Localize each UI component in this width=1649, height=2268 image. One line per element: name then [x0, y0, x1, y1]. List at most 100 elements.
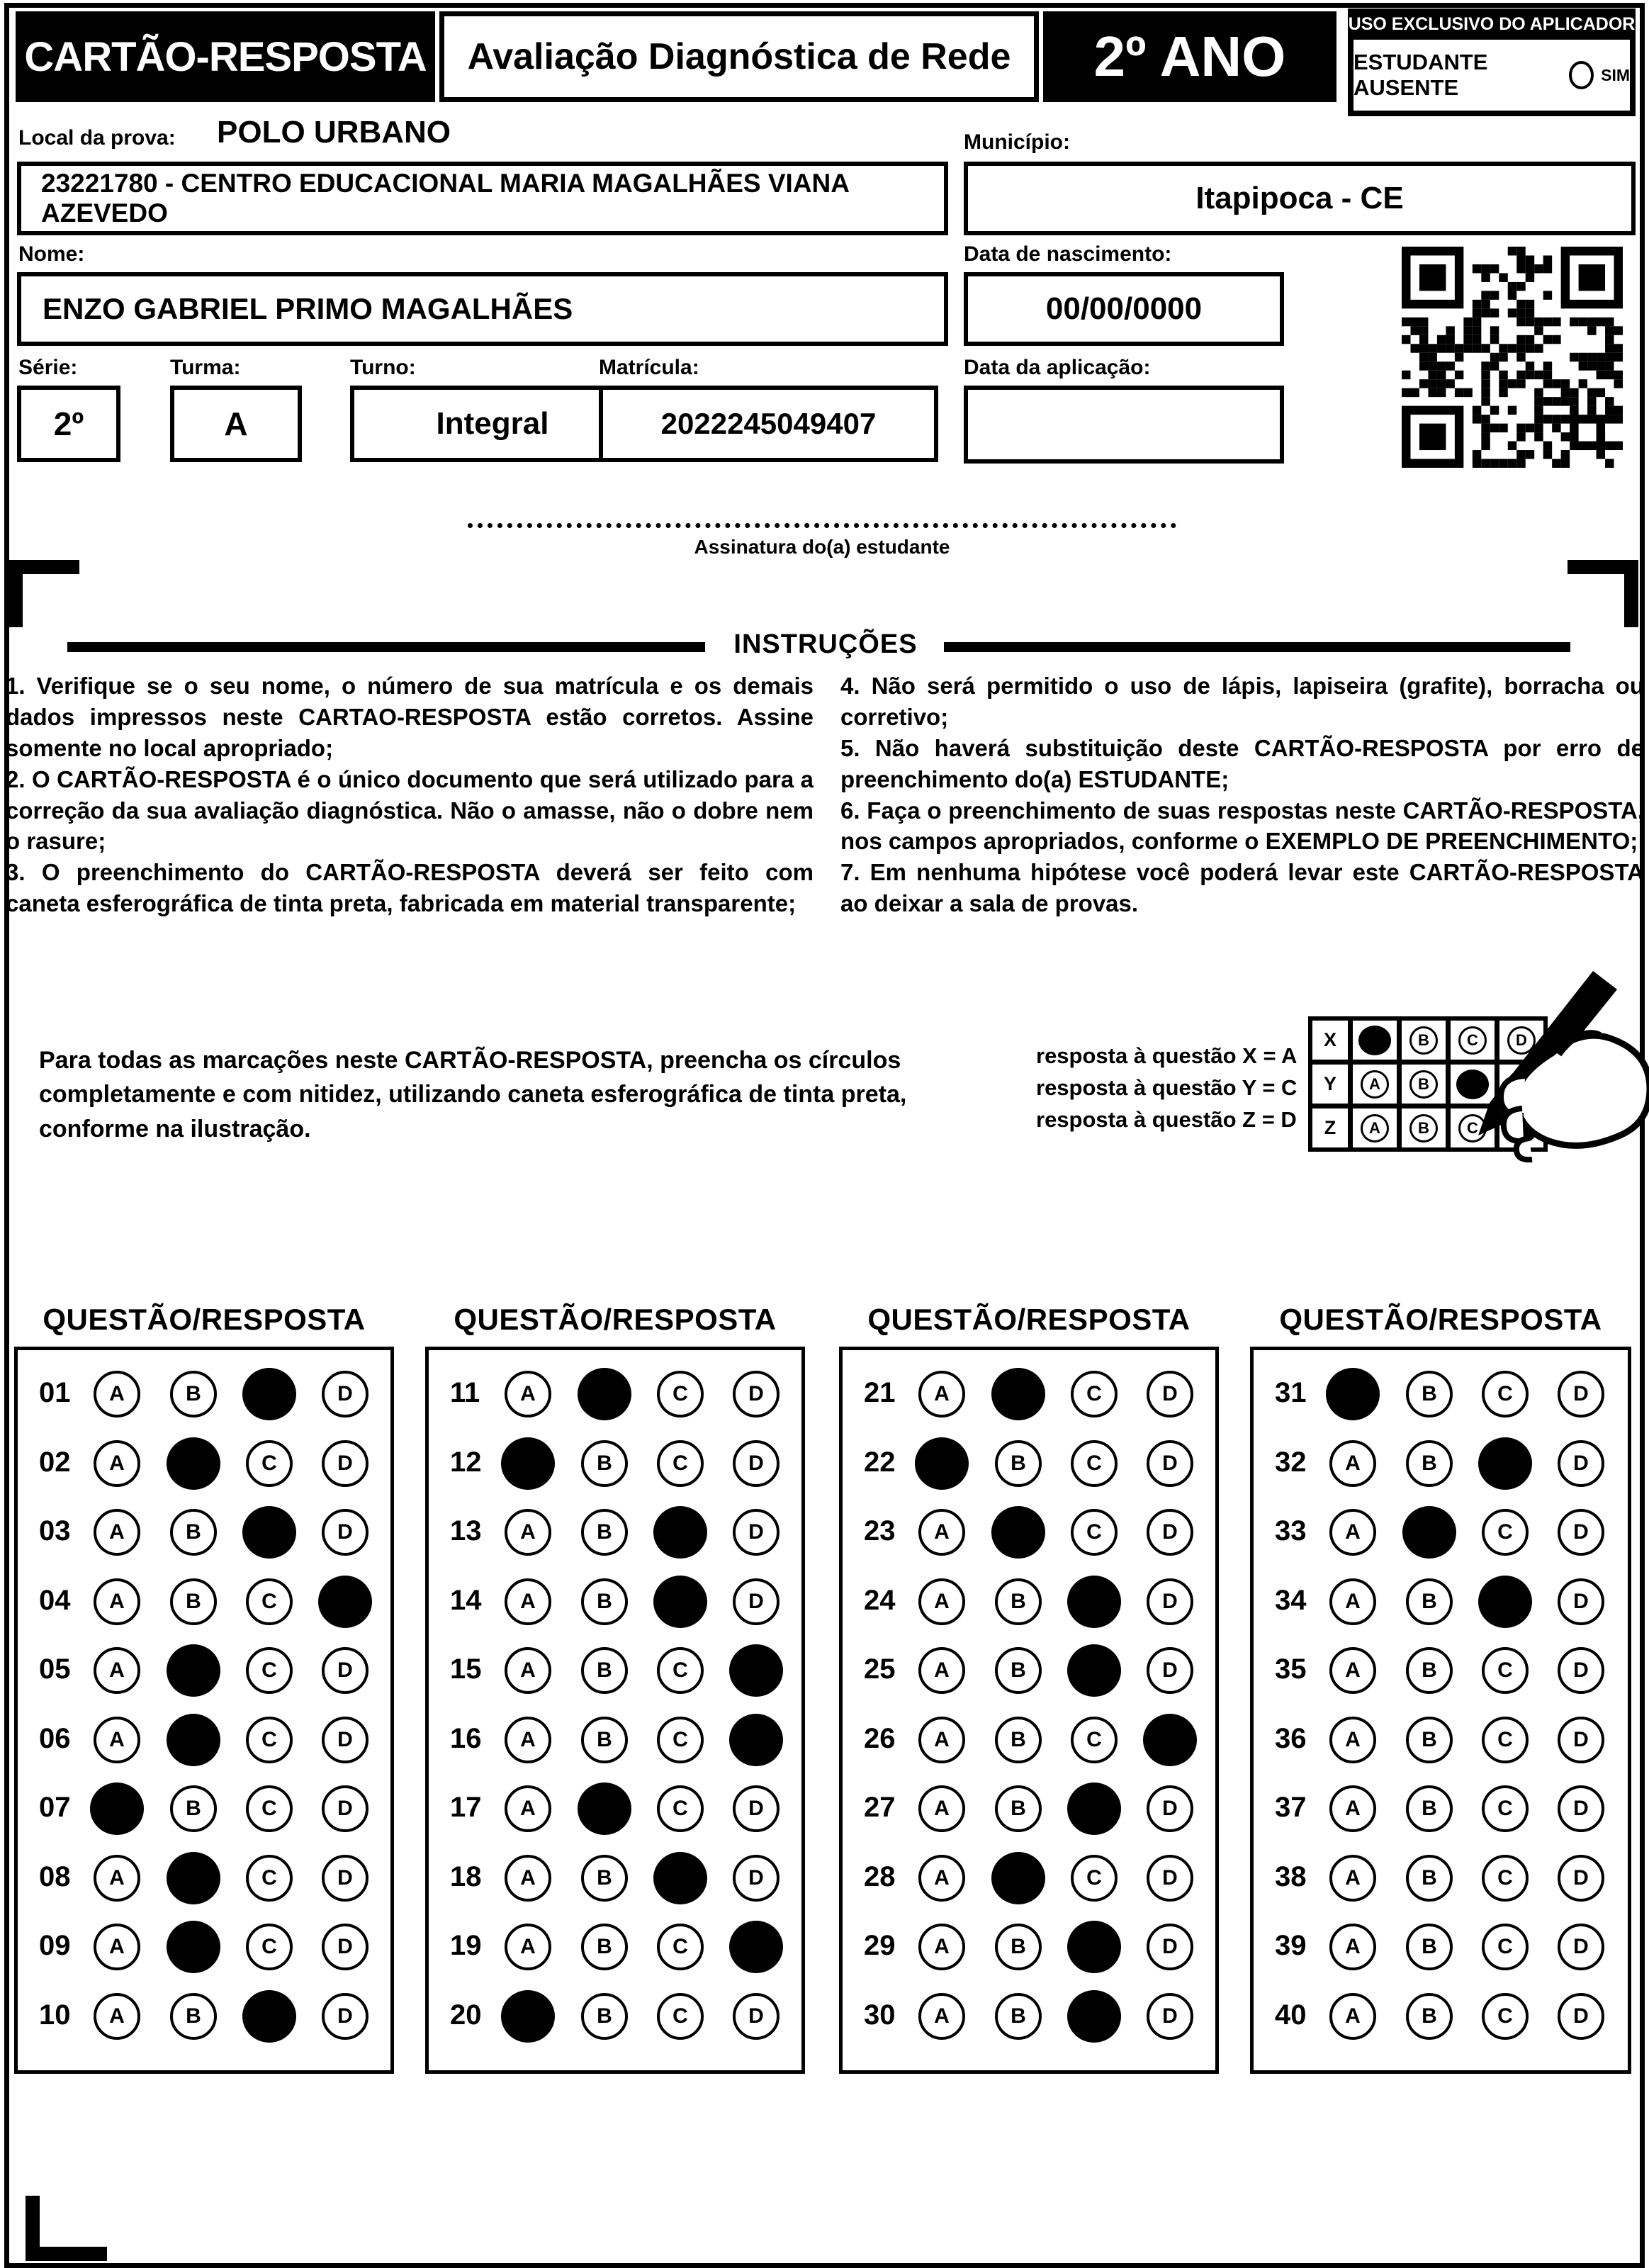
bubble-q20-A-marked — [501, 1989, 555, 2043]
serie-value: 2º — [53, 405, 84, 442]
bubble-q30-B: B — [995, 1992, 1042, 2040]
bubble-q12-D: D — [733, 1439, 780, 1487]
bubble-q22-A-marked — [915, 1437, 969, 1490]
aplicador-box: USO EXCLUSIVO DO APLICADOR ESTUDANTE AUS… — [1348, 9, 1636, 116]
bubble-q07-A-marked — [90, 1783, 144, 1835]
matricula-value: 2022245049407 — [660, 407, 877, 440]
bubble-q06-A: A — [94, 1716, 140, 1763]
bubble-q33-D: D — [1558, 1509, 1604, 1556]
bubble-q03-A: A — [94, 1509, 140, 1556]
bubble-q26-A: A — [918, 1716, 965, 1763]
example-legend-line: resposta à questão Y = C — [1036, 1074, 1298, 1100]
bubble-q39-D: D — [1558, 1924, 1604, 1970]
bubble-q27-B: B — [995, 1785, 1042, 1832]
bubble-q20-B: B — [581, 1992, 628, 2040]
bubble-q23-B-marked — [991, 1506, 1045, 1559]
bubble-q24-D: D — [1147, 1578, 1193, 1625]
bubble-q32-A: A — [1329, 1439, 1376, 1487]
instruction-item: 5. Não haverá substituição deste CARTÃO-… — [840, 734, 1644, 792]
bubble-q02-C: C — [246, 1439, 293, 1487]
question-number: 03 — [39, 1515, 71, 1546]
bubble-q18-A: A — [505, 1854, 551, 1902]
question-number: 01 — [39, 1377, 71, 1408]
question-number: 17 — [450, 1792, 482, 1823]
example-bubble: A — [1361, 1113, 1389, 1143]
answer-column-title-4: QUESTÃO/RESPOSTA — [1279, 1303, 1602, 1336]
bubble-q30-A: A — [918, 1992, 965, 2040]
serie-label: Série: — [18, 356, 78, 379]
question-number: 12 — [450, 1446, 482, 1478]
question-number: 18 — [450, 1860, 482, 1892]
aplicacao-label: Data da aplicação: — [964, 356, 1151, 379]
assessment-title: Avaliação Diagnóstica de Rede — [467, 36, 1011, 77]
bubble-q24-B: B — [995, 1578, 1042, 1625]
question-number: 28 — [864, 1860, 896, 1892]
bubble-q13-C-marked — [653, 1506, 707, 1559]
bubble-q01-C-marked — [242, 1368, 296, 1420]
question-number: 13 — [450, 1515, 482, 1546]
bubble-q05-D: D — [322, 1647, 368, 1694]
example-bubble-cell: C — [1451, 1021, 1495, 1060]
nascimento-value: 00/00/0000 — [1045, 291, 1203, 326]
example-bubble: C — [1458, 1026, 1487, 1055]
question-number: 16 — [450, 1722, 482, 1754]
crop-mark-right-icon — [1568, 560, 1638, 627]
header-title-box: CARTÃO-RESPOSTA — [16, 11, 435, 102]
question-number: 08 — [39, 1860, 71, 1892]
bubble-q12-C: C — [657, 1439, 704, 1487]
bubble-q32-B: B — [1406, 1439, 1453, 1487]
example-bubble: B — [1409, 1113, 1438, 1143]
municipio-value: Itapipoca - CE — [1195, 181, 1404, 215]
bubble-q33-A: A — [1329, 1509, 1376, 1556]
bubble-q09-B-marked — [167, 1921, 220, 1973]
bubble-q21-C: C — [1071, 1371, 1118, 1418]
bubble-q16-A: A — [505, 1716, 551, 1763]
student-name: ENZO GABRIEL PRIMO MAGALHÃES — [43, 292, 573, 325]
bubble-q12-A-marked — [501, 1437, 555, 1490]
turma-box: A — [170, 386, 302, 462]
question-number: 20 — [450, 1999, 482, 2031]
bubble-q08-C: C — [246, 1854, 293, 1902]
bubble-q19-D-marked — [729, 1921, 783, 1973]
example-legend-line: resposta à questão Z = D — [1036, 1106, 1297, 1132]
bubble-q05-B-marked — [167, 1644, 220, 1697]
bubble-q35-C: C — [1482, 1647, 1529, 1694]
example-bubble-cell: A — [1353, 1108, 1397, 1147]
bubble-q13-B: B — [581, 1509, 628, 1556]
example-row-label-cell: X — [1312, 1021, 1348, 1060]
matricula-label: Matrícula: — [599, 356, 699, 379]
bubble-q21-A: A — [918, 1371, 965, 1418]
question-number: 21 — [864, 1377, 896, 1408]
question-number: 25 — [864, 1654, 896, 1685]
page-title: CARTÃO-RESPOSTA — [24, 33, 427, 80]
bubble-q17-C: C — [657, 1785, 704, 1832]
bubble-q32-D: D — [1558, 1439, 1604, 1487]
local-label: Local da prova: — [18, 126, 176, 150]
bubble-q40-C: C — [1482, 1992, 1529, 2040]
school-box: 23221780 - CENTRO EDUCACIONAL MARIA MAGA… — [17, 162, 948, 235]
bubble-q36-D: D — [1558, 1716, 1604, 1763]
bubble-q21-D: D — [1147, 1371, 1193, 1418]
bubble-q22-C: C — [1071, 1439, 1118, 1487]
bubble-q11-B-marked — [578, 1368, 631, 1420]
question-number: 29 — [864, 1930, 896, 1961]
bubble-q03-B: B — [170, 1509, 217, 1556]
crop-mark-left-icon — [9, 560, 79, 627]
bubble-q11-D: D — [733, 1371, 780, 1418]
bubble-q07-C: C — [246, 1785, 293, 1832]
bubble-q05-A: A — [94, 1647, 140, 1694]
bubble-q18-B: B — [581, 1854, 628, 1902]
aplicador-title: USO EXCLUSIVO DO APLICADOR — [1348, 14, 1636, 34]
turno-box: Integral — [350, 386, 635, 462]
answer-grid-3: 21 A C D 22 B C D 23 A C D 24 A B D 25 A B D 26 A B C 27 A B D 28 A C D… — [839, 1347, 1219, 2074]
bubble-q31-D: D — [1558, 1371, 1604, 1418]
bubble-q15-B: B — [581, 1647, 628, 1694]
municipio-label: Município: — [964, 130, 1070, 154]
bubble-q39-A: A — [1329, 1924, 1376, 1970]
instruction-item: 4. Não será permitido o uso de lápis, la… — [840, 673, 1644, 730]
question-number: 27 — [864, 1792, 896, 1823]
example-bubble-cell: B — [1402, 1108, 1446, 1147]
bubble-q40-A: A — [1329, 1992, 1376, 2040]
answer-column-title-2: QUESTÃO/RESPOSTA — [454, 1303, 777, 1336]
